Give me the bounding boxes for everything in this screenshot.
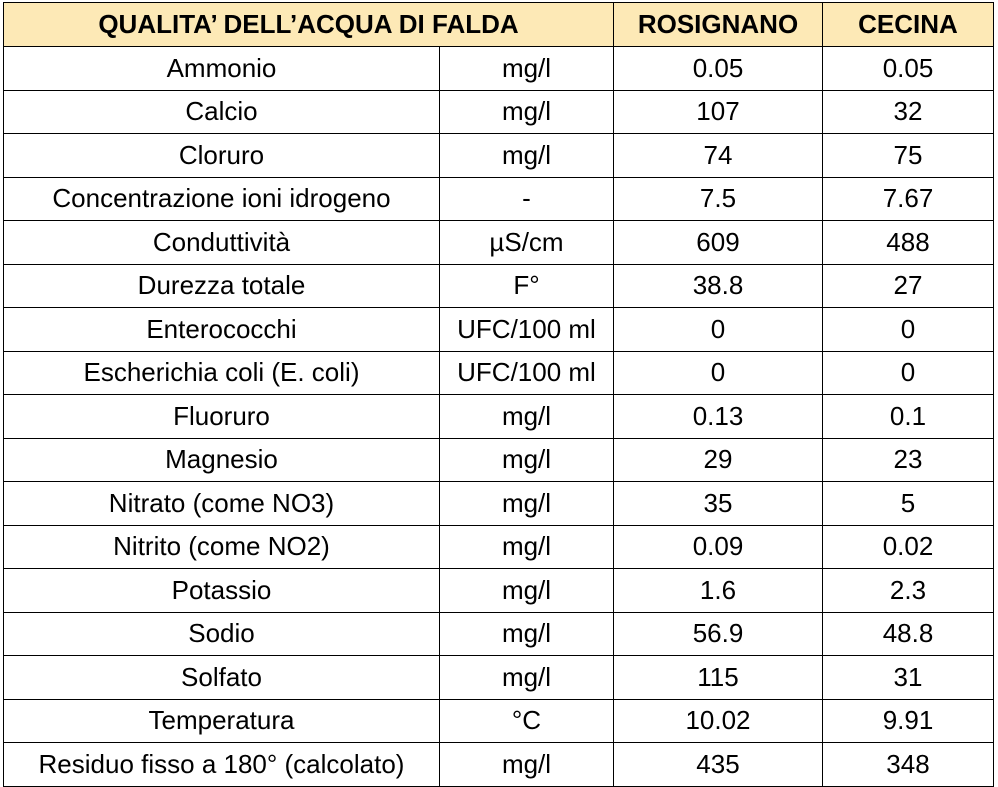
unit-cell: mg/l [439,742,614,787]
rosignano-value-cell: 107 [613,89,823,134]
parameter-cell: Fluoruro [3,394,440,439]
parameter-cell: Solfato [3,655,440,700]
table-row: Calcio mg/l 107 32 [3,89,994,134]
rosignano-value-cell: 38.8 [613,263,823,308]
cecina-value-cell: 27 [822,263,994,308]
rosignano-value-cell: 0 [613,350,823,395]
cecina-value-cell: 7.67 [822,176,994,221]
table-row: Conduttività µS/cm 609 488 [3,220,994,265]
table-row: Escherichia coli (E. coli) UFC/100 ml 0 0 [3,350,994,395]
cecina-value-cell: 23 [822,437,994,482]
table-row: Residuo fisso a 180° (calcolato) mg/l 435 3… [3,742,994,787]
cecina-value-cell: 0 [822,350,994,395]
unit-cell: mg/l [439,481,614,526]
cecina-value-cell: 9.91 [822,698,994,743]
cecina-value-cell: 0.02 [822,524,994,569]
column-header-cecina: CECINA [822,2,994,47]
water-quality-table: QUALITA’ DELL’ACQUA DI FALDA ROSIGNANO C… [3,2,994,787]
table-row: Ammonio mg/l 0.05 0.05 [3,46,994,91]
rosignano-value-cell: 7.5 [613,176,823,221]
table-row: Magnesio mg/l 29 23 [3,437,994,482]
parameter-cell: Potassio [3,568,440,613]
cecina-value-cell: 75 [822,133,994,178]
parameter-cell: Temperatura [3,698,440,743]
parameter-cell: Calcio [3,89,440,134]
parameter-cell: Cloruro [3,133,440,178]
parameter-cell: Nitrato (come NO3) [3,481,440,526]
cecina-value-cell: 32 [822,89,994,134]
cecina-value-cell: 48.8 [822,611,994,656]
unit-cell: mg/l [439,437,614,482]
column-header-rosignano: ROSIGNANO [613,2,823,47]
parameter-cell: Concentrazione ioni idrogeno [3,176,440,221]
table-row: Temperatura °C 10.02 9.91 [3,698,994,743]
unit-cell: °C [439,698,614,743]
unit-cell: mg/l [439,524,614,569]
rosignano-value-cell: 0.13 [613,394,823,439]
cecina-value-cell: 0.1 [822,394,994,439]
parameter-cell: Durezza totale [3,263,440,308]
unit-cell: mg/l [439,394,614,439]
table-header: QUALITA’ DELL’ACQUA DI FALDA ROSIGNANO C… [3,2,994,47]
water-quality-table-container: QUALITA’ DELL’ACQUA DI FALDA ROSIGNANO C… [3,2,994,787]
cecina-value-cell: 31 [822,655,994,700]
parameter-cell: Ammonio [3,46,440,91]
rosignano-value-cell: 0 [613,307,823,352]
unit-cell: - [439,176,614,221]
unit-cell: mg/l [439,568,614,613]
table-row: Enterococchi UFC/100 ml 0 0 [3,307,994,352]
unit-cell: µS/cm [439,220,614,265]
cecina-value-cell: 2.3 [822,568,994,613]
unit-cell: mg/l [439,133,614,178]
rosignano-value-cell: 609 [613,220,823,265]
unit-cell: UFC/100 ml [439,307,614,352]
header-row: QUALITA’ DELL’ACQUA DI FALDA ROSIGNANO C… [3,2,994,47]
cecina-value-cell: 488 [822,220,994,265]
parameter-cell: Nitrito (come NO2) [3,524,440,569]
rosignano-value-cell: 56.9 [613,611,823,656]
table-row: Potassio mg/l 1.6 2.3 [3,568,994,613]
unit-cell: UFC/100 ml [439,350,614,395]
cecina-value-cell: 0 [822,307,994,352]
unit-cell: mg/l [439,46,614,91]
rosignano-value-cell: 29 [613,437,823,482]
table-row: Nitrito (come NO2) mg/l 0.09 0.02 [3,524,994,569]
rosignano-value-cell: 115 [613,655,823,700]
rosignano-value-cell: 0.05 [613,46,823,91]
parameter-cell: Magnesio [3,437,440,482]
table-row: Solfato mg/l 115 31 [3,655,994,700]
table-row: Fluoruro mg/l 0.13 0.1 [3,394,994,439]
parameter-cell: Residuo fisso a 180° (calcolato) [3,742,440,787]
rosignano-value-cell: 435 [613,742,823,787]
unit-cell: mg/l [439,89,614,134]
rosignano-value-cell: 35 [613,481,823,526]
parameter-cell: Conduttività [3,220,440,265]
cecina-value-cell: 348 [822,742,994,787]
rosignano-value-cell: 0.09 [613,524,823,569]
unit-cell: F° [439,263,614,308]
unit-cell: mg/l [439,611,614,656]
table-row: Concentrazione ioni idrogeno -7.5 7.67 [3,176,994,221]
table-row: Cloruro mg/l 74 75 [3,133,994,178]
parameter-cell: Sodio [3,611,440,656]
rosignano-value-cell: 10.02 [613,698,823,743]
table-row: Durezza totale F° 38.8 27 [3,263,994,308]
unit-cell: mg/l [439,655,614,700]
parameter-cell: Enterococchi [3,307,440,352]
table-title: QUALITA’ DELL’ACQUA DI FALDA [3,2,614,47]
table-row: Nitrato (come NO3) mg/l 35 5 [3,481,994,526]
table-body: Ammonio mg/l 0.05 0.05 Calcio mg/l 107 32 Clorur… [3,46,994,787]
table-row: Sodio mg/l 56.9 48.8 [3,611,994,656]
rosignano-value-cell: 1.6 [613,568,823,613]
cecina-value-cell: 0.05 [822,46,994,91]
cecina-value-cell: 5 [822,481,994,526]
rosignano-value-cell: 74 [613,133,823,178]
parameter-cell: Escherichia coli (E. coli) [3,350,440,395]
